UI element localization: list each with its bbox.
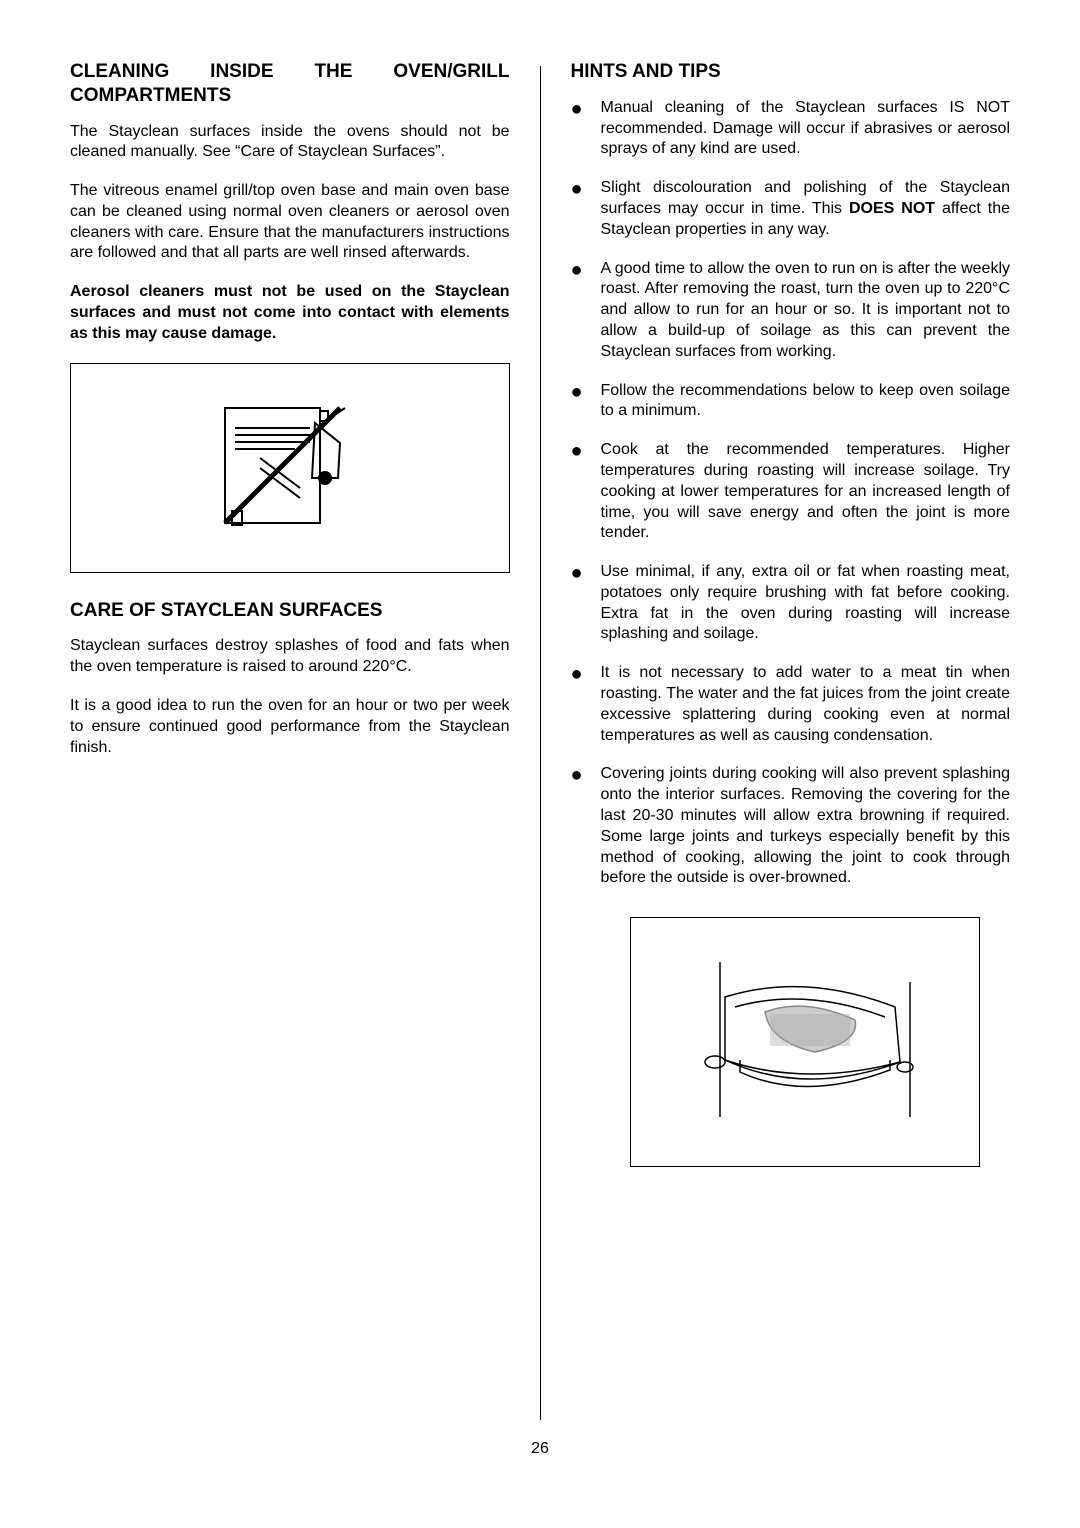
list-item: ●Follow the recommendations below to kee… [570, 381, 1010, 423]
bullet-icon: ● [570, 663, 600, 746]
para-destroy-splashes: Stayclean surfaces destroy splashes of f… [70, 636, 510, 678]
bullet-icon: ● [570, 764, 600, 889]
right-column: HINTS AND TIPS ●Manual cleaning of the S… [570, 60, 1010, 1420]
heading-care: CARE OF STAYCLEAN SURFACES [70, 599, 510, 623]
para-vitreous: The vitreous enamel grill/top oven base … [70, 181, 510, 264]
bullet-icon: ● [570, 381, 600, 423]
list-item: ●Cook at the recommended temperatures. H… [570, 440, 1010, 544]
para-good-idea: It is a good idea to run the oven for an… [70, 696, 510, 758]
figure-roasting-tin [630, 917, 980, 1167]
column-divider [540, 66, 541, 1420]
bullet-icon: ● [570, 562, 600, 645]
list-item: ●Use minimal, if any, extra oil or fat w… [570, 562, 1010, 645]
page-number: 26 [70, 1440, 1010, 1458]
heading-cleaning: CLEANING INSIDE THE OVEN/GRILLCOMPARTMEN… [70, 60, 510, 108]
figure-no-aerosol [70, 363, 510, 573]
bullet-text: Slight discolouration and polishing of t… [600, 178, 1010, 240]
bullet-icon: ● [570, 440, 600, 544]
hints-list: ●Manual cleaning of the Stayclean surfac… [570, 98, 1010, 908]
list-item: ●A good time to allow the oven to run on… [570, 259, 1010, 363]
list-item: ●Covering joints during cooking will als… [570, 764, 1010, 889]
bullet-icon: ● [570, 98, 600, 160]
list-item: ●Manual cleaning of the Stayclean surfac… [570, 98, 1010, 160]
heading-hints: HINTS AND TIPS [570, 60, 1010, 84]
bullet-icon: ● [570, 178, 600, 240]
list-item: ●Slight discolouration and polishing of … [570, 178, 1010, 240]
para-aerosol-warning: Aerosol cleaners must not be used on the… [70, 282, 510, 344]
list-item: ●It is not necessary to add water to a m… [570, 663, 1010, 746]
left-column: CLEANING INSIDE THE OVEN/GRILLCOMPARTMEN… [70, 60, 510, 1420]
bullet-icon: ● [570, 259, 600, 363]
para-stayclean-intro: The Stayclean surfaces inside the ovens … [70, 122, 510, 164]
